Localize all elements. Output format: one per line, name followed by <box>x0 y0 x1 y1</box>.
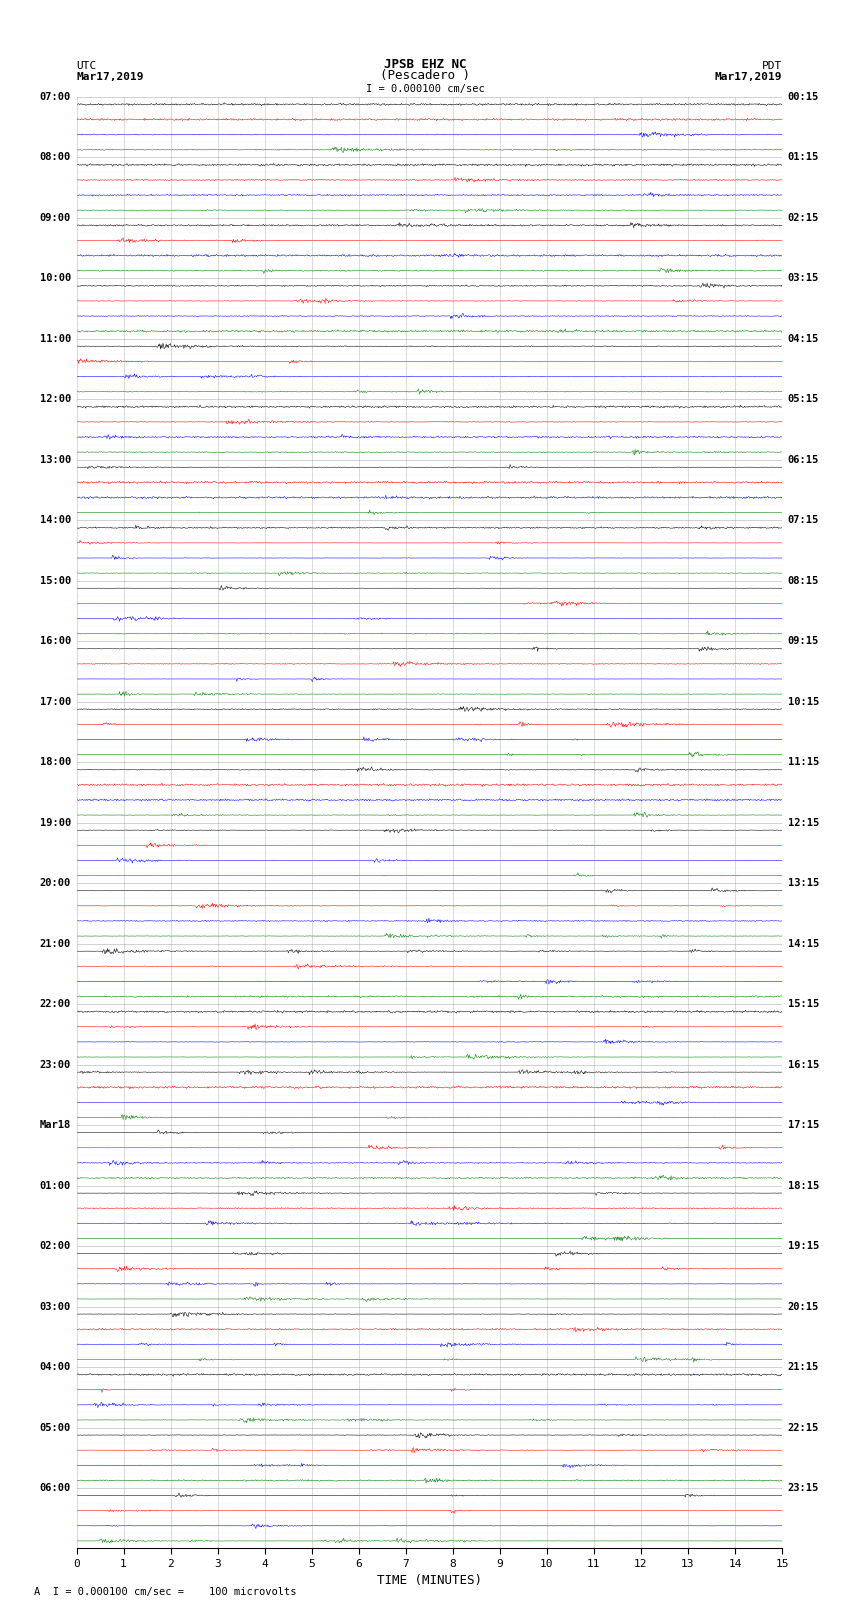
Text: 20:15: 20:15 <box>788 1302 819 1311</box>
Text: 14:15: 14:15 <box>788 939 819 948</box>
Text: Mar17,2019: Mar17,2019 <box>715 73 782 82</box>
Text: 17:15: 17:15 <box>788 1119 819 1131</box>
Text: 13:15: 13:15 <box>788 877 819 889</box>
Text: 01:00: 01:00 <box>40 1181 71 1190</box>
Text: 07:15: 07:15 <box>788 515 819 526</box>
Text: 03:15: 03:15 <box>788 273 819 284</box>
Text: 13:00: 13:00 <box>40 455 71 465</box>
Text: 11:00: 11:00 <box>40 334 71 344</box>
Text: 23:00: 23:00 <box>40 1060 71 1069</box>
Text: 18:15: 18:15 <box>788 1181 819 1190</box>
Text: 06:15: 06:15 <box>788 455 819 465</box>
Text: 12:15: 12:15 <box>788 818 819 827</box>
Text: 19:15: 19:15 <box>788 1240 819 1252</box>
Text: Mar18: Mar18 <box>40 1119 71 1131</box>
Text: 04:15: 04:15 <box>788 334 819 344</box>
Text: 01:15: 01:15 <box>788 152 819 163</box>
X-axis label: TIME (MINUTES): TIME (MINUTES) <box>377 1574 482 1587</box>
Text: Mar17,2019: Mar17,2019 <box>76 73 144 82</box>
Text: 21:15: 21:15 <box>788 1361 819 1373</box>
Text: 15:15: 15:15 <box>788 998 819 1010</box>
Text: A  I = 0.000100 cm/sec =    100 microvolts: A I = 0.000100 cm/sec = 100 microvolts <box>34 1587 297 1597</box>
Text: 02:00: 02:00 <box>40 1240 71 1252</box>
Text: (Pescadero ): (Pescadero ) <box>380 69 470 82</box>
Text: 22:15: 22:15 <box>788 1423 819 1432</box>
Text: 16:15: 16:15 <box>788 1060 819 1069</box>
Text: 05:15: 05:15 <box>788 394 819 405</box>
Text: 04:00: 04:00 <box>40 1361 71 1373</box>
Text: 05:00: 05:00 <box>40 1423 71 1432</box>
Text: 10:15: 10:15 <box>788 697 819 706</box>
Text: 12:00: 12:00 <box>40 394 71 405</box>
Text: 06:00: 06:00 <box>40 1482 71 1494</box>
Text: 18:00: 18:00 <box>40 756 71 768</box>
Text: 21:00: 21:00 <box>40 939 71 948</box>
Text: 16:00: 16:00 <box>40 636 71 647</box>
Text: 23:15: 23:15 <box>788 1482 819 1494</box>
Text: 22:00: 22:00 <box>40 998 71 1010</box>
Text: UTC: UTC <box>76 61 97 71</box>
Text: 02:15: 02:15 <box>788 213 819 223</box>
Text: JPSB EHZ NC: JPSB EHZ NC <box>383 58 467 71</box>
Text: 08:00: 08:00 <box>40 152 71 163</box>
Text: 09:15: 09:15 <box>788 636 819 647</box>
Text: 11:15: 11:15 <box>788 756 819 768</box>
Text: 09:00: 09:00 <box>40 213 71 223</box>
Text: 03:00: 03:00 <box>40 1302 71 1311</box>
Text: 15:00: 15:00 <box>40 576 71 586</box>
Text: 14:00: 14:00 <box>40 515 71 526</box>
Text: 19:00: 19:00 <box>40 818 71 827</box>
Text: 07:00: 07:00 <box>40 92 71 102</box>
Text: PDT: PDT <box>762 61 782 71</box>
Text: I = 0.000100 cm/sec: I = 0.000100 cm/sec <box>366 84 484 94</box>
Text: 17:00: 17:00 <box>40 697 71 706</box>
Text: 10:00: 10:00 <box>40 273 71 284</box>
Text: 08:15: 08:15 <box>788 576 819 586</box>
Text: 00:15: 00:15 <box>788 92 819 102</box>
Text: 20:00: 20:00 <box>40 877 71 889</box>
